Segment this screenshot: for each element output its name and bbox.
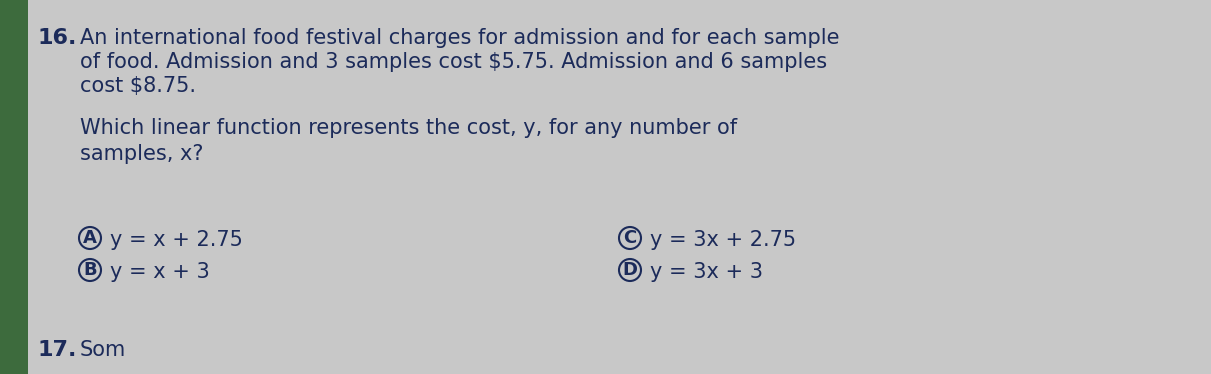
Text: Which linear function represents the cost, y, for any number of: Which linear function represents the cos… [80, 118, 737, 138]
Text: C: C [624, 229, 637, 247]
Text: y = x + 2.75: y = x + 2.75 [110, 230, 243, 250]
Text: 17.: 17. [38, 340, 78, 360]
Text: y = x + 3: y = x + 3 [110, 262, 210, 282]
Text: y = 3x + 2.75: y = 3x + 2.75 [650, 230, 796, 250]
Text: samples, x?: samples, x? [80, 144, 203, 164]
Text: A: A [84, 229, 97, 247]
Text: 16.: 16. [38, 28, 78, 48]
Text: B: B [84, 261, 97, 279]
Text: of food. Admission and 3 samples cost $5.75. Admission and 6 samples: of food. Admission and 3 samples cost $5… [80, 52, 827, 72]
Text: cost $8.75.: cost $8.75. [80, 76, 196, 96]
Text: y = 3x + 3: y = 3x + 3 [650, 262, 763, 282]
Text: An international food festival charges for admission and for each sample: An international food festival charges f… [80, 28, 839, 48]
Bar [0, 0, 28, 374]
Text: Som: Som [80, 340, 126, 360]
Text: D: D [622, 261, 637, 279]
